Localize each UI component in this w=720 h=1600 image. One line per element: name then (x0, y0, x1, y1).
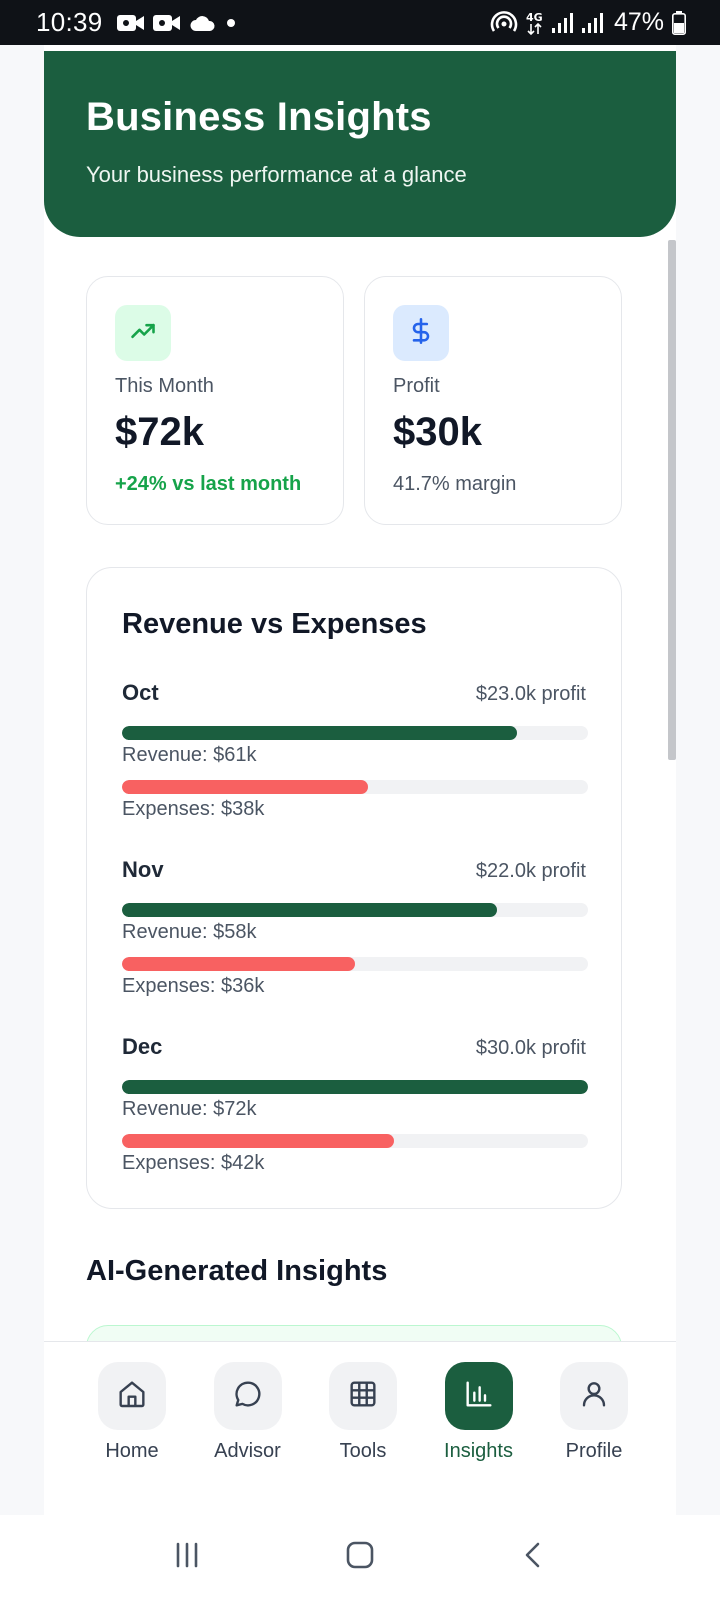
nav-label: Tools (339, 1440, 387, 1462)
nav-item-insights[interactable]: Insights (429, 1362, 529, 1515)
nav-label: Profile (565, 1440, 623, 1462)
chat-bubble-icon (232, 1378, 264, 1415)
revenue-vs-expenses-card: Revenue vs Expenses Oct $23.0k profit Re… (86, 567, 622, 1209)
dot-icon (223, 15, 239, 31)
nav-item-tools[interactable]: Tools (313, 1362, 413, 1515)
revenue-bar (122, 1080, 588, 1094)
grid-icon (347, 1378, 379, 1415)
video-call-icon (116, 13, 145, 33)
battery-percentage: 47% (613, 8, 664, 36)
hotspot-icon (490, 10, 518, 35)
month-profit: $22.0k profit (475, 860, 586, 882)
revenue-caption: Revenue: $58k (122, 921, 257, 943)
nav-label: Advisor (214, 1440, 281, 1462)
home-square-icon (344, 1539, 376, 1576)
expenses-bar-track (122, 780, 588, 794)
home-button[interactable] (330, 1533, 390, 1583)
month-name: Nov (122, 857, 164, 882)
nav-item-advisor[interactable]: Advisor (198, 1362, 298, 1515)
month-header: Nov $22.0k profit (122, 857, 586, 883)
stat-margin: 41.7% margin (393, 473, 517, 495)
bottom-navigation: Home Advisor Tools Insi (44, 1341, 676, 1515)
expenses-bar (122, 957, 355, 971)
dollar-icon (407, 317, 435, 350)
month-name: Oct (122, 680, 159, 705)
expenses-caption: Expenses: $42k (122, 1152, 265, 1174)
ai-insights-heading: AI-Generated Insights (86, 1255, 388, 1287)
revenue-bar (122, 726, 517, 740)
card-title: Revenue vs Expenses (122, 608, 427, 640)
video-call-icon (152, 13, 181, 33)
nav-label: Home (105, 1440, 159, 1462)
scrollbar[interactable] (668, 240, 676, 760)
nav-item-home[interactable]: Home (82, 1362, 182, 1515)
signal-icon (551, 12, 574, 34)
revenue-bar (122, 903, 498, 917)
stat-label: Profit (393, 375, 440, 397)
stat-value: $72k (115, 410, 204, 454)
recent-apps-icon (172, 1540, 202, 1575)
back-chevron-icon (518, 1540, 548, 1575)
stat-card-profit: Profit $30k 41.7% margin (364, 276, 622, 525)
month-name: Dec (122, 1034, 163, 1059)
expenses-bar (122, 1134, 394, 1148)
revenue-caption: Revenue: $72k (122, 1098, 257, 1120)
month-header: Dec $30.0k profit (122, 1034, 586, 1060)
page-title: Business Insights (86, 95, 432, 139)
month-profit: $23.0k profit (475, 683, 586, 705)
svg-text:4G: 4G (526, 11, 543, 24)
page-header: Business Insights Your business performa… (44, 51, 676, 237)
stat-icon-container (393, 305, 449, 361)
month-block-dec: Dec $30.0k profit Revenue: $72k Expenses… (122, 1034, 588, 1175)
status-bar-left: 10:39 (36, 7, 239, 38)
expenses-caption: Expenses: $36k (122, 975, 265, 997)
nav-icon-container (213, 1362, 282, 1430)
app-screen: Business Insights Your business performa… (44, 45, 676, 1515)
month-block-oct: Oct $23.0k profit Revenue: $61k Expenses… (122, 680, 588, 821)
home-icon (116, 1378, 148, 1415)
expenses-bar-track (122, 957, 588, 971)
status-bar: 10:39 4G 47% (0, 0, 720, 45)
stat-value: $30k (393, 410, 482, 454)
expenses-bar-track (122, 1134, 588, 1148)
expenses-caption: Expenses: $38k (122, 798, 265, 820)
signal-icon (581, 12, 604, 34)
expenses-bar (122, 780, 368, 794)
stat-label: This Month (115, 375, 214, 397)
nav-item-profile[interactable]: Profile (544, 1362, 644, 1515)
nav-icon-container (444, 1362, 513, 1430)
nav-label: Insights (444, 1440, 513, 1462)
user-icon (578, 1378, 610, 1415)
revenue-caption: Revenue: $61k (122, 744, 257, 766)
status-bar-right: 4G 47% (490, 8, 686, 37)
page-subtitle: Your business performance at a glance (86, 162, 467, 187)
nav-icon-container (98, 1362, 166, 1430)
bar-chart-icon (463, 1378, 495, 1415)
stat-card-this-month: This Month $72k +24% vs last month (86, 276, 344, 525)
system-navigation-bar (0, 1515, 720, 1600)
stat-icon-container (115, 305, 171, 361)
4g-icon: 4G (526, 10, 544, 36)
revenue-bar-track (122, 903, 588, 917)
status-time: 10:39 (36, 7, 103, 37)
cloud-icon (189, 14, 215, 32)
revenue-bar-track (122, 726, 588, 740)
month-header: Oct $23.0k profit (122, 680, 586, 706)
revenue-bar-track (122, 1080, 588, 1094)
month-block-nov: Nov $22.0k profit Revenue: $58k Expenses… (122, 857, 588, 998)
nav-icon-container (560, 1362, 628, 1430)
recent-apps-button[interactable] (157, 1533, 217, 1583)
stat-change: +24% vs last month (115, 473, 302, 495)
trending-up-icon (129, 317, 157, 350)
back-button[interactable] (503, 1533, 563, 1583)
nav-icon-container (329, 1362, 397, 1430)
month-profit: $30.0k profit (475, 1037, 586, 1059)
battery-icon (672, 10, 686, 35)
